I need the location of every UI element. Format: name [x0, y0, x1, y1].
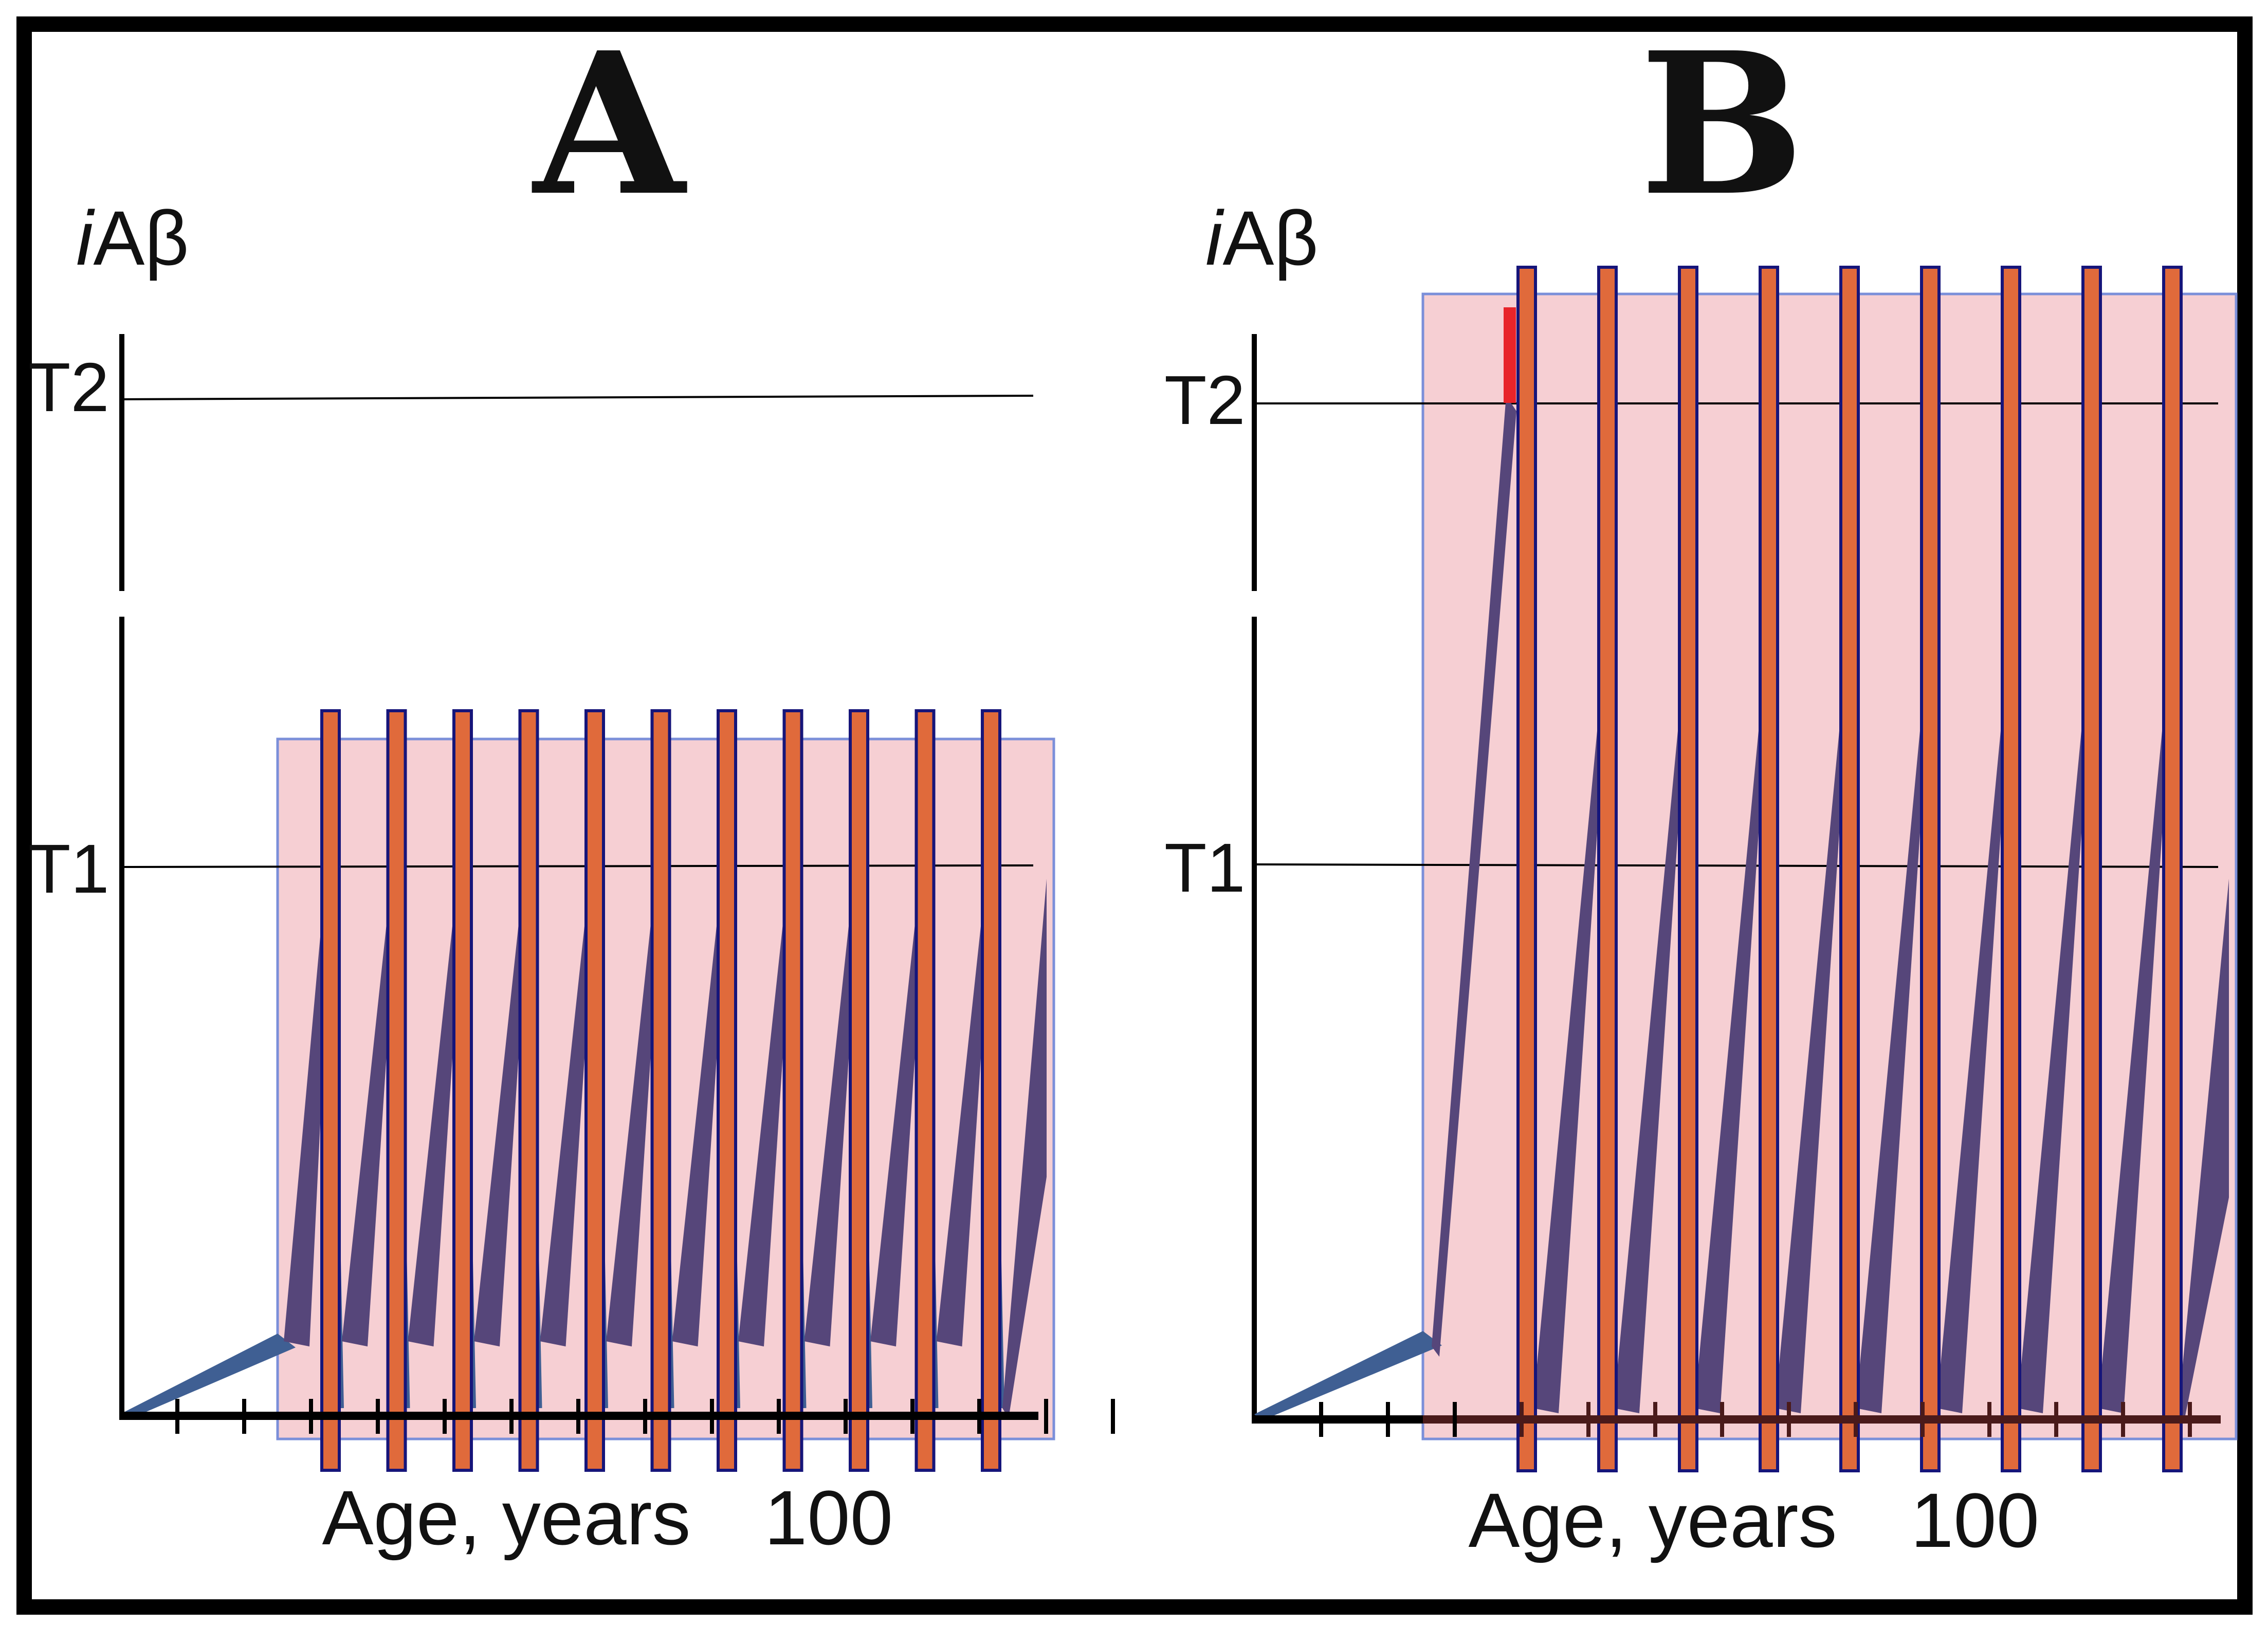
panel-b-t2-crossing-marker — [1504, 307, 1516, 403]
panel-b-letter: B — [1639, 9, 1804, 239]
panel-b-x-ticks — [1319, 1402, 2192, 1437]
panel-b-bar-4 — [1759, 266, 1779, 1472]
panel-a-y-axis-label: iAβ — [76, 195, 189, 281]
panel-a-sawtooth-rise-final — [1002, 879, 1047, 1418]
panel-b-t1-label: T1 — [1164, 829, 1246, 907]
panel-a-sawtooth-rise-3 — [408, 869, 465, 1346]
panel-a-t2-label: T2 — [28, 348, 109, 426]
panel-a-sawtooth-rise-7 — [672, 869, 729, 1346]
panel-b-sawtooth-rise-final — [2179, 879, 2229, 1418]
panel-a-bar-3 — [452, 709, 473, 1472]
panel-b-sawtooth-rise-5 — [1775, 709, 1848, 1413]
panel-b-bar-9 — [2162, 266, 2183, 1472]
panel-b-bar-2 — [1597, 266, 1618, 1472]
panel-b-x-tick-label-100: 100 — [1911, 1477, 2039, 1563]
panel-b: B iAβ T2 T1 Age, years 100 — [1164, 9, 2238, 1563]
panel-b-y-axis-label: iAβ — [1205, 195, 1319, 281]
panel-a-sawtooth-rise-8 — [738, 869, 795, 1346]
panel-a-sawtooth-rise-9 — [804, 869, 861, 1346]
panel-a-x-axis-label: Age, years — [322, 1474, 690, 1561]
panel-a-t1-label: T1 — [28, 830, 109, 908]
panel-a-bar-6 — [650, 709, 671, 1472]
panel-a-bar-9 — [849, 709, 869, 1472]
panel-a-sawtooth-rise-10 — [870, 869, 927, 1346]
panel-a-sawtooth-rise-4 — [474, 869, 531, 1346]
panel-a-sawtooth-rise-2 — [342, 869, 399, 1346]
panel-b-bar-1 — [1516, 266, 1537, 1472]
panel-b-first-rise — [1432, 396, 1516, 1357]
panel-b-initial-rise — [1254, 1331, 1442, 1420]
panel-a-sawtooth-rise-5 — [540, 869, 597, 1346]
panel-b-t2-label: T2 — [1164, 361, 1246, 439]
panel-b-bar-7 — [2001, 266, 2021, 1472]
panel-b-sawtooth-rise-7 — [1936, 709, 2009, 1413]
panel-b-bars-group — [1516, 266, 2183, 1472]
panel-a-threshold-t1-line — [121, 864, 1034, 868]
panel-b-sawtooth-group — [1523, 411, 2229, 1418]
panel-a-bar-5 — [584, 709, 605, 1472]
panel-a-bar-2 — [386, 709, 407, 1472]
panel-a-bar-10 — [914, 709, 936, 1472]
panel-b-bar-3 — [1678, 266, 1698, 1472]
panel-b-threshold-t1-line — [1254, 863, 2219, 868]
panel-b-sawtooth-rise-8 — [2017, 709, 2090, 1413]
panel-a-bar-8 — [782, 709, 803, 1472]
panel-a-sawtooth-rise-6 — [606, 869, 663, 1346]
panel-a-bar-7 — [717, 709, 737, 1472]
panel-b-bar-5 — [1839, 266, 1860, 1472]
panel-a-initial-rise — [122, 1334, 296, 1419]
panel-b-bar-8 — [2081, 266, 2102, 1472]
panel-b-sawtooth-rise-9 — [2098, 709, 2170, 1413]
panel-a-bar-11 — [981, 709, 1001, 1472]
panel-b-bar-6 — [1920, 266, 1941, 1472]
panel-a-bar-4 — [518, 709, 539, 1472]
panel-a: A iAβ T2 T1 Age, years 100 — [28, 9, 1115, 1561]
panel-a-letter: A — [531, 9, 689, 239]
panel-a-bar-1 — [320, 709, 341, 1472]
panel-a-bars-group — [320, 709, 1001, 1472]
panel-b-sawtooth-rise-3 — [1614, 709, 1686, 1413]
panel-b-x-axis-label: Age, years — [1468, 1477, 1837, 1563]
panel-b-sawtooth-rise-2 — [1533, 709, 1605, 1413]
panel-b-sawtooth-rise-6 — [1856, 709, 1928, 1413]
panel-a-x-tick-label-100: 100 — [764, 1474, 893, 1561]
panel-a-sawtooth-rise-11 — [936, 869, 993, 1346]
panel-b-sawtooth-rise-4 — [1694, 709, 1767, 1413]
panel-a-threshold-t2-line — [121, 395, 1034, 400]
panel-a-x-ticks — [175, 1399, 1115, 1434]
